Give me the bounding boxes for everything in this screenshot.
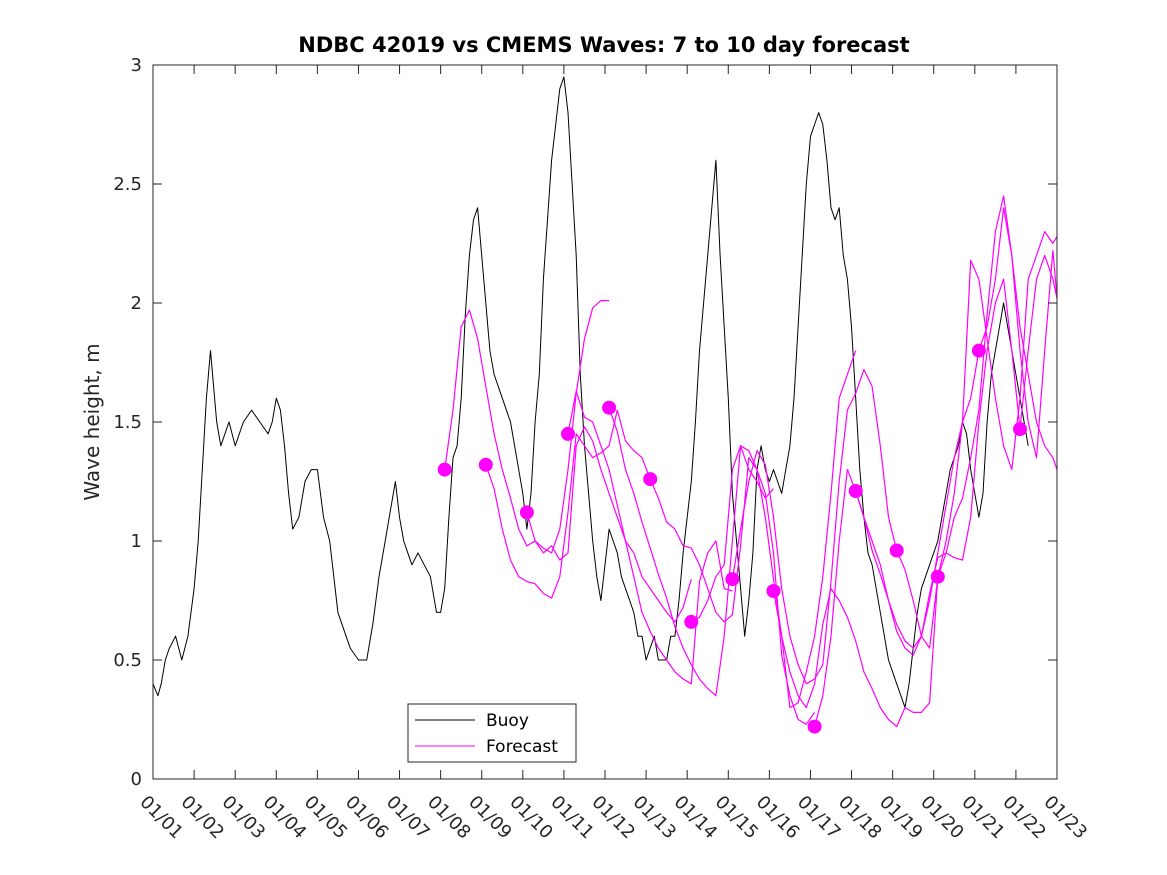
- forecast-line-10: [814, 350, 980, 727]
- forecast-marker: [643, 472, 658, 487]
- legend-box: [407, 703, 577, 763]
- y-tick-label: 0: [131, 769, 142, 790]
- legend: Buoy Forecast: [407, 703, 577, 763]
- y-tick-label: 3: [131, 55, 142, 76]
- forecast-line-11: [855, 278, 1021, 649]
- forecast-marker-group: [437, 343, 1027, 734]
- forecast-series-group: [444, 195, 1058, 728]
- forecast-line-5: [608, 407, 774, 697]
- chart-title: NDBC 42019 vs CMEMS Waves: 7 to 10 day f…: [298, 33, 909, 57]
- forecast-marker: [889, 543, 904, 558]
- forecast-line-7: [691, 350, 857, 709]
- y-tick-label: 2: [131, 293, 142, 314]
- forecast-marker: [807, 719, 822, 734]
- forecast-marker: [930, 569, 945, 584]
- forecast-line-2: [485, 409, 651, 599]
- forecast-marker: [478, 457, 493, 472]
- buoy-series: [152, 76, 1029, 709]
- forecast-line-15: [1019, 254, 1058, 430]
- forecast-line-3: [526, 426, 692, 623]
- forecast-line-4: [567, 390, 733, 685]
- plot-area: [152, 64, 1058, 780]
- plot-background: [153, 65, 1057, 779]
- forecast-marker: [519, 505, 534, 520]
- forecast-line-13: [937, 195, 1058, 577]
- forecast-marker: [437, 462, 452, 477]
- forecast-marker: [1013, 422, 1027, 437]
- forecast-marker: [766, 584, 781, 598]
- forecast-marker: [848, 484, 863, 498]
- forecast-line-1: [444, 300, 610, 554]
- y-tick-label: 2.5: [113, 174, 142, 195]
- forecast-marker: [971, 343, 986, 358]
- forecast-marker: [725, 572, 740, 587]
- forecast-line-12: [896, 231, 1058, 649]
- legend-label-buoy: Buoy: [486, 711, 529, 731]
- y-tick-label: 0.5: [113, 650, 142, 671]
- y-axis: 0 0.5 1 1.5 2 2.5 3: [113, 55, 1057, 790]
- forecast-line-14: [978, 207, 1058, 459]
- y-tick-label: 1.5: [113, 412, 142, 433]
- forecast-line-8: [731, 369, 898, 685]
- forecast-marker: [684, 614, 699, 629]
- y-tick-label: 1: [131, 531, 142, 552]
- forecast-marker: [602, 400, 617, 415]
- y-axis-label: Wave height, m: [80, 343, 104, 500]
- buoy-line: [152, 76, 1029, 709]
- forecast-marker: [561, 426, 575, 441]
- legend-label-forecast: Forecast: [486, 737, 558, 757]
- forecast-line-9: [772, 576, 939, 728]
